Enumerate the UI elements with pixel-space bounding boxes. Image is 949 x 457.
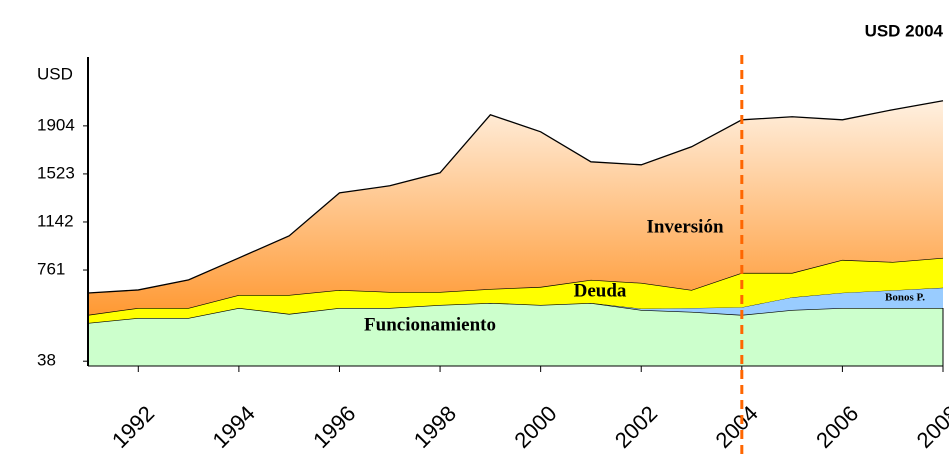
y-axis-label: USD xyxy=(37,64,73,83)
y-tick-label: 38 xyxy=(37,351,56,370)
x-tick-label: 2000 xyxy=(509,401,561,453)
x-tick-label: 1996 xyxy=(308,401,360,453)
area xyxy=(88,100,943,315)
y-tick-label: 1904 xyxy=(37,115,75,134)
x-tick-label: 1994 xyxy=(208,401,260,453)
corner-label: USD 2004 xyxy=(865,21,944,40)
x-tick-label: 2008 xyxy=(912,401,949,453)
x-tick-label: 2002 xyxy=(610,401,662,453)
x-tick-label: 2004 xyxy=(710,401,762,453)
x-tick-label: 1992 xyxy=(107,401,159,453)
area xyxy=(88,302,943,366)
series-label: Funcionamiento xyxy=(364,314,496,335)
series-label: Inversión xyxy=(646,216,724,237)
series-label: Bonos P. xyxy=(885,292,925,304)
y-tick-label: 1142 xyxy=(37,211,74,230)
area-outline xyxy=(87,100,944,294)
x-tick-label: 2006 xyxy=(811,401,863,453)
y-tick-label: 1523 xyxy=(37,163,75,182)
area xyxy=(88,287,943,323)
area xyxy=(88,257,943,323)
x-tick-label: 1998 xyxy=(409,401,461,453)
series-label: Deuda xyxy=(574,280,627,301)
y-tick-label: 761 xyxy=(37,260,65,279)
